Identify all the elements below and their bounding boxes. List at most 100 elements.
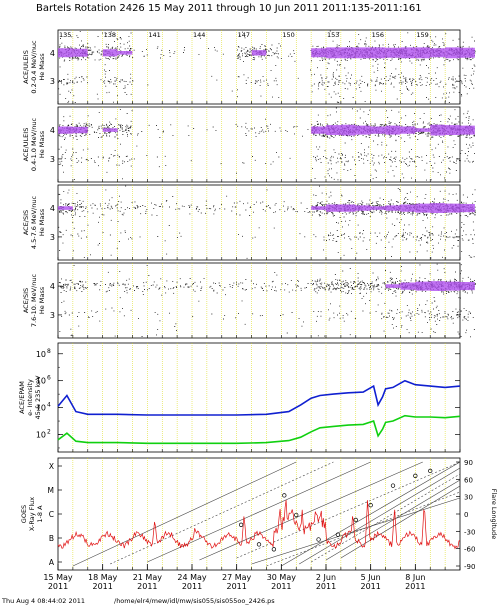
panel-frame <box>57 457 461 571</box>
y-axis-label: X-Ray Flux <box>28 497 36 531</box>
flare-marker <box>316 537 321 542</box>
density-band <box>58 203 475 213</box>
scatter-dots <box>58 107 475 181</box>
y-tick-label: 10 <box>36 377 46 386</box>
density-band <box>58 124 475 136</box>
flare-marker <box>353 517 358 523</box>
x-tick-date-label: 21 May <box>133 573 163 582</box>
y-axis-label: 0.4-1.0 MeV/nuc <box>30 118 38 172</box>
y-tick-exponent: 2 <box>47 429 51 436</box>
scatter-dots <box>58 30 476 103</box>
y-axis-label: 4.5-7.6 MeV/nuc <box>30 196 38 250</box>
flare-marker <box>294 512 299 518</box>
panel-1: 135 138 141 144 147 150 153 156 159 3 4 ACE/ULEIS 0.… <box>22 29 476 105</box>
y-tick-exponent: 4 <box>47 402 51 409</box>
density-band <box>385 281 475 291</box>
flare-longitude-track <box>251 497 461 565</box>
longitude-tick-label: 90 <box>464 459 473 467</box>
x-tick-date-label: 5 Jun <box>361 573 381 582</box>
y-axis-label: He Mass <box>38 130 46 158</box>
flux-class-label: C <box>49 510 54 519</box>
y-axis-label: GOES <box>20 505 28 523</box>
bartels-day-label: 135 <box>59 31 71 39</box>
x-tick-year-label: 2011 <box>226 582 246 591</box>
scatter-dots <box>58 185 476 259</box>
flare-longitude-track <box>281 461 461 567</box>
x-tick-year-label: 2011 <box>137 582 157 591</box>
flare-marker <box>335 532 341 537</box>
flare-marker <box>238 522 244 527</box>
bartels-day-label: 144 <box>193 31 205 39</box>
y-tick-label: 4 <box>50 49 55 58</box>
y-tick-label: 10 <box>36 404 46 413</box>
panel-frame <box>57 29 461 105</box>
longitude-tick-label: -60 <box>464 546 475 554</box>
panel-3: 3 4 ACE/SIS 4.5-7.6 MeV/nuc He Mass <box>22 184 476 261</box>
y-tick-label: 4 <box>50 282 55 291</box>
y-tick-exponent: 6 <box>47 375 51 382</box>
panel-frame <box>57 184 461 261</box>
y-axis-label: He Mass <box>38 53 46 81</box>
flux-class-label: A <box>49 558 55 567</box>
figure-title: Bartels Rotation 2426 15 May 2011 throug… <box>36 3 422 14</box>
bartels-day-label: 147 <box>238 31 250 39</box>
y-axis-label: ACE/ULEIS <box>22 128 30 162</box>
bartels-day-label: 138 <box>104 31 116 39</box>
longitude-tick-label: 60 <box>464 476 473 484</box>
y-axis-label: e- Intensity <box>26 379 34 416</box>
flare-marker <box>428 468 433 474</box>
longitude-tick-label: 0 <box>464 511 468 519</box>
xray-flux-line <box>57 499 461 550</box>
y-tick-exponent: 8 <box>47 348 51 355</box>
flare-marker <box>413 473 418 478</box>
panel-2: 3 4 ACE/ULEIS 0.4-1.0 MeV/nuc He Mass <box>22 106 475 183</box>
bartels-day-label: 141 <box>148 31 160 39</box>
longitude-tick-label: 30 <box>464 494 473 502</box>
y-axis-label: ACE/EPAM <box>18 381 26 414</box>
scatter-dots <box>58 263 476 338</box>
y-tick-label: 3 <box>50 233 55 242</box>
y-axis-label: ACE/ULEIS <box>22 50 30 84</box>
flare-longitude-track <box>109 461 334 565</box>
x-tick-date-label: 8 Jun <box>405 573 425 582</box>
panel-frame <box>57 262 461 339</box>
panel-4: 3 4 ACE/SIS 7.6-10. MeV/nuc He Mass <box>22 262 476 339</box>
flux-class-label: M <box>48 486 54 495</box>
footer-timestamp: Thu Aug 4 08:44:02 2011 <box>1 597 85 605</box>
panel-6: A B C M X 90 60 30 0 -30 -60 -90 GOES X-Ray Flux 1-8 A… <box>20 457 498 571</box>
x-tick-date-label: 18 May <box>88 573 118 582</box>
flare-longitude-track <box>340 485 461 559</box>
flare-longitude-track <box>325 479 461 561</box>
bartels-day-label: 156 <box>372 31 384 39</box>
bartels-day-label: 153 <box>327 31 339 39</box>
x-tick-date-label: 30 May <box>267 573 297 582</box>
flare-marker <box>390 483 396 488</box>
series-line-blue <box>57 379 461 416</box>
y-tick-label: 3 <box>50 155 55 164</box>
x-tick-year-label: 2011 <box>316 582 336 591</box>
y-axis-label: ACE/SIS <box>22 288 30 313</box>
y-axis-label: ACE/SIS <box>22 210 30 235</box>
y-tick-label: 3 <box>50 311 55 320</box>
flare-longitude-track <box>72 461 297 567</box>
x-tick-date-label: 27 May <box>222 573 252 582</box>
panel-frame <box>57 106 461 183</box>
panel-frame <box>57 342 461 453</box>
flare-marker <box>368 503 373 508</box>
flux-class-label: B <box>49 534 54 543</box>
series-line-green <box>57 414 461 445</box>
flare-longitude-track <box>147 461 371 563</box>
y-axis-label: 45 & 235 keV <box>34 375 42 419</box>
y-tick-label: 10 <box>36 431 46 440</box>
x-tick-year-label: 2011 <box>360 582 380 591</box>
flare-marker <box>282 493 287 498</box>
density-band <box>58 47 475 59</box>
y-axis-label: 1-8 A <box>36 505 44 523</box>
flare-longitude-track <box>266 491 461 567</box>
flare-longitude-track <box>199 461 423 561</box>
